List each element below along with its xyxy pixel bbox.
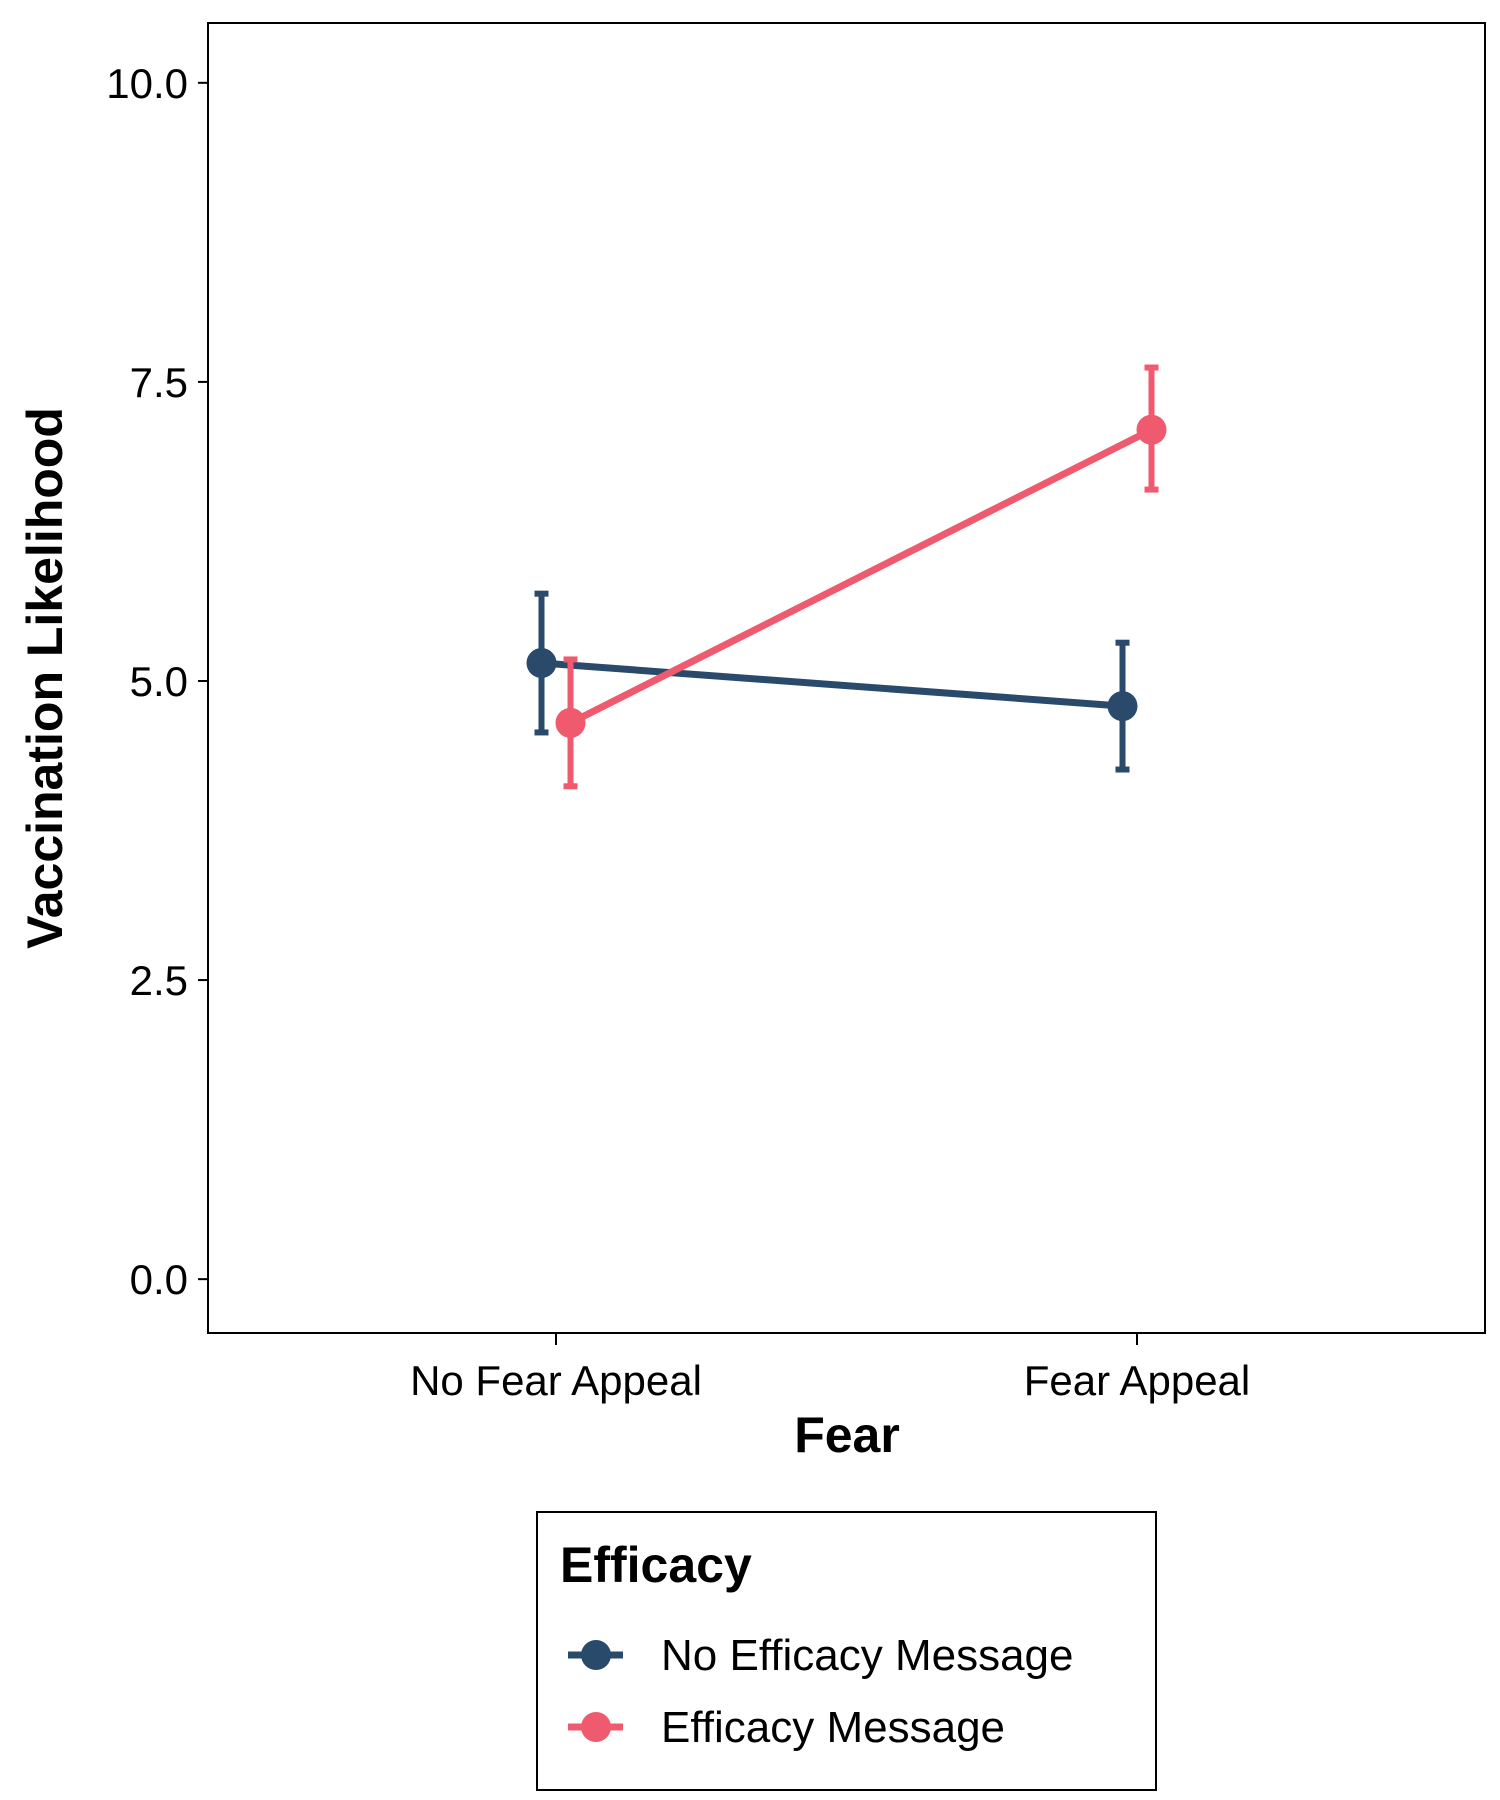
data-point bbox=[1136, 414, 1167, 445]
y-tick-label: 5.0 bbox=[130, 658, 188, 705]
legend-items: No Efficacy Message Efficacy Message bbox=[568, 1631, 1073, 1752]
y-tick-label: 0.0 bbox=[130, 1256, 188, 1303]
y-axis-title: Vaccination Likelihood bbox=[17, 407, 73, 949]
legend-box bbox=[536, 1511, 1157, 1791]
x-tick-label: No Fear Appeal bbox=[410, 1357, 702, 1404]
x-tick-label: Fear Appeal bbox=[1024, 1357, 1251, 1404]
legend-key-point bbox=[581, 1712, 611, 1742]
x-axis: No Fear Appeal Fear Appeal bbox=[410, 1333, 1250, 1404]
y-tick-label: 10.0 bbox=[106, 60, 188, 107]
series-layer bbox=[526, 364, 1167, 790]
legend-item: Efficacy Message bbox=[568, 1703, 1005, 1752]
legend-label: Efficacy Message bbox=[661, 1703, 1005, 1752]
series-efficacy-message bbox=[555, 364, 1167, 790]
data-point bbox=[1107, 691, 1138, 722]
data-point bbox=[555, 707, 586, 738]
legend-title: Efficacy bbox=[560, 1537, 752, 1593]
series-no-efficacy-message bbox=[526, 590, 1138, 773]
legend-item: No Efficacy Message bbox=[568, 1631, 1073, 1680]
y-tick-label: 2.5 bbox=[130, 957, 188, 1004]
series-line bbox=[567, 426, 1155, 727]
legend-key-point bbox=[581, 1640, 611, 1670]
y-tick-label: 7.5 bbox=[130, 359, 188, 406]
legend: Efficacy No Efficacy Message Efficacy Mes… bbox=[536, 1511, 1157, 1791]
y-axis: 0.0 2.5 5.0 7.5 10.0 bbox=[106, 60, 208, 1303]
legend-label: No Efficacy Message bbox=[661, 1631, 1073, 1680]
data-point bbox=[526, 648, 557, 679]
series-line bbox=[538, 659, 1126, 710]
x-axis-title: Fear bbox=[794, 1407, 900, 1463]
plot-panel bbox=[207, 22, 1486, 1334]
